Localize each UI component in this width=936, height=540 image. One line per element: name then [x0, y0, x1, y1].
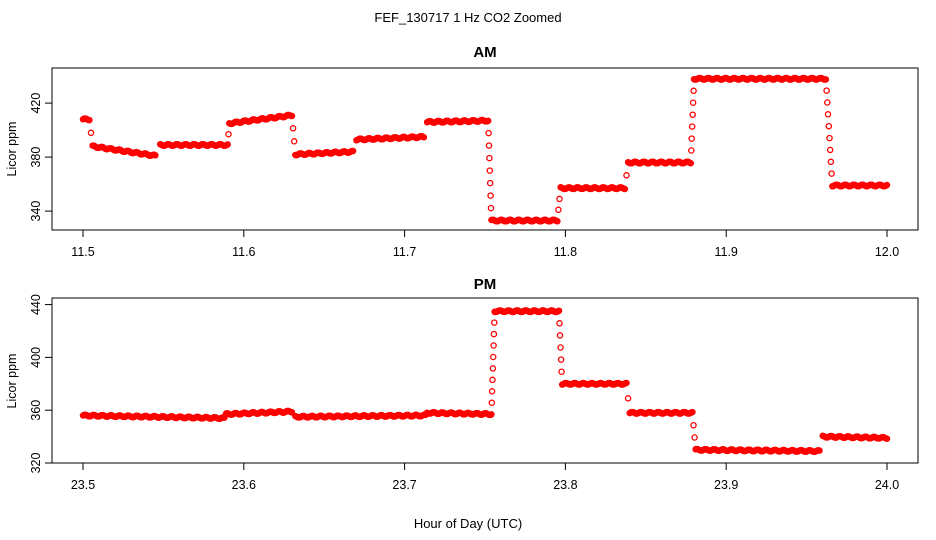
figure-title: FEF_130717 1 Hz CO2 Zoomed: [374, 10, 561, 25]
pm-data-point: [557, 344, 564, 351]
am-x-tick-label: 12.0: [875, 245, 899, 259]
pm-data-point: [488, 399, 496, 406]
am-y-tick-label: 420: [29, 93, 43, 114]
am-y-tick-label: 380: [29, 147, 43, 168]
pm-data-point: [689, 408, 696, 416]
am-data-point: [289, 125, 297, 132]
pm-x-tick-label: 23.6: [232, 478, 256, 492]
pm-data-point: [556, 332, 564, 339]
pm-data-point: [690, 421, 697, 429]
am-y-tick-label: 340: [29, 201, 43, 222]
pm-x-tick-label: 23.7: [392, 478, 416, 492]
am-data-point: [290, 138, 298, 145]
pm-panel: PM Licor ppm 23.5 23.6 23.7 23.8 23.9 24.0 32…: [5, 276, 919, 492]
am-data-point: [827, 158, 835, 166]
am-data-point: [486, 179, 494, 187]
pm-y-axis: 320 360 400 440: [29, 294, 52, 473]
pm-data-point: [624, 395, 632, 402]
pm-data-point: [816, 447, 823, 454]
am-data-point: [828, 170, 835, 177]
pm-data-point: [558, 368, 565, 375]
am-data-point: [485, 129, 492, 137]
am-x-tick-label: 11.6: [232, 245, 255, 259]
am-data-point: [824, 111, 832, 118]
am-data-point: [822, 76, 830, 83]
am-y-axis: 340 380 420: [29, 93, 52, 222]
pm-data-point: [491, 319, 498, 326]
pm-data-point: [490, 330, 498, 338]
am-panel-title: AM: [473, 44, 496, 61]
am-data-point: [484, 117, 492, 125]
am-data-point: [824, 99, 831, 106]
pm-x-axis: 23.5 23.6 23.7 23.8 23.9 24.0: [71, 463, 899, 492]
pm-y-tick-label: 320: [29, 453, 43, 474]
am-x-tick-label: 11.7: [393, 245, 416, 259]
am-data-point: [288, 112, 296, 120]
am-x-tick-label: 11.8: [554, 245, 577, 259]
pm-y-tick-label: 400: [29, 347, 43, 368]
pm-data-point: [623, 379, 630, 387]
x-axis-label: Hour of Day (UTC): [414, 516, 522, 531]
am-x-tick-label: 11.5: [71, 245, 94, 259]
am-data-point: [688, 135, 695, 142]
am-data-point: [690, 87, 697, 95]
pm-plot-frame: [51, 297, 919, 464]
pm-x-tick-label: 23.9: [714, 478, 738, 492]
am-data-point: [152, 152, 159, 159]
pm-data-point: [489, 376, 496, 384]
am-data-point: [689, 111, 696, 118]
am-data-point: [556, 195, 563, 203]
am-data-point: [826, 134, 833, 142]
pm-data-point: [555, 307, 563, 314]
am-data-point: [688, 123, 696, 130]
pm-y-tick-label: 360: [29, 400, 43, 421]
am-x-tick-label: 11.9: [714, 245, 737, 259]
am-data-point: [486, 154, 493, 162]
am-data-points: [79, 74, 891, 225]
am-data-point: [487, 192, 494, 199]
pm-y-axis-label: Licor ppm: [5, 354, 19, 409]
am-data-point: [689, 99, 697, 106]
am-data-point: [555, 206, 562, 214]
pm-data-point: [489, 353, 497, 361]
am-data-point: [87, 129, 95, 137]
pm-data-point: [490, 342, 497, 349]
am-data-point: [621, 185, 629, 193]
pm-x-tick-label: 23.8: [553, 478, 577, 492]
am-data-point: [224, 141, 231, 148]
pm-data-point: [883, 435, 891, 442]
am-data-point: [420, 134, 428, 141]
pm-y-tick-label: 440: [29, 294, 43, 315]
pm-data-point: [556, 320, 563, 327]
am-data-point: [225, 130, 232, 138]
pm-x-tick-label: 23.5: [71, 478, 95, 492]
am-data-point: [554, 218, 561, 225]
pm-data-point: [488, 411, 495, 418]
am-data-point: [687, 159, 695, 167]
am-data-point: [349, 147, 357, 155]
am-x-axis: 11.5 11.6 11.7 11.8 11.9 12.0: [71, 230, 899, 259]
am-data-point: [487, 204, 495, 212]
pm-data-point: [288, 409, 296, 416]
am-data-point: [826, 146, 834, 154]
am-data-point: [883, 181, 891, 189]
pm-panel-title: PM: [474, 276, 497, 293]
am-plot-frame: [51, 67, 919, 231]
am-data-point: [623, 172, 630, 179]
am-data-point: [825, 122, 833, 130]
am-y-axis-label: Licor ppm: [5, 122, 19, 177]
pm-data-point: [488, 388, 496, 395]
pm-data-points: [79, 307, 891, 456]
am-data-point: [823, 87, 830, 94]
am-data-point: [688, 147, 695, 154]
am-data-point: [486, 167, 494, 174]
am-data-point: [86, 116, 93, 124]
am-panel: AM Licor ppm 11.5 11.6 11.7 11.8 11.9 12.0 34…: [5, 44, 919, 259]
pm-data-point: [691, 434, 698, 441]
pm-data-point: [557, 356, 565, 363]
pm-data-point: [489, 365, 497, 372]
pm-x-tick-label: 24.0: [875, 478, 899, 492]
am-data-point: [485, 142, 493, 149]
